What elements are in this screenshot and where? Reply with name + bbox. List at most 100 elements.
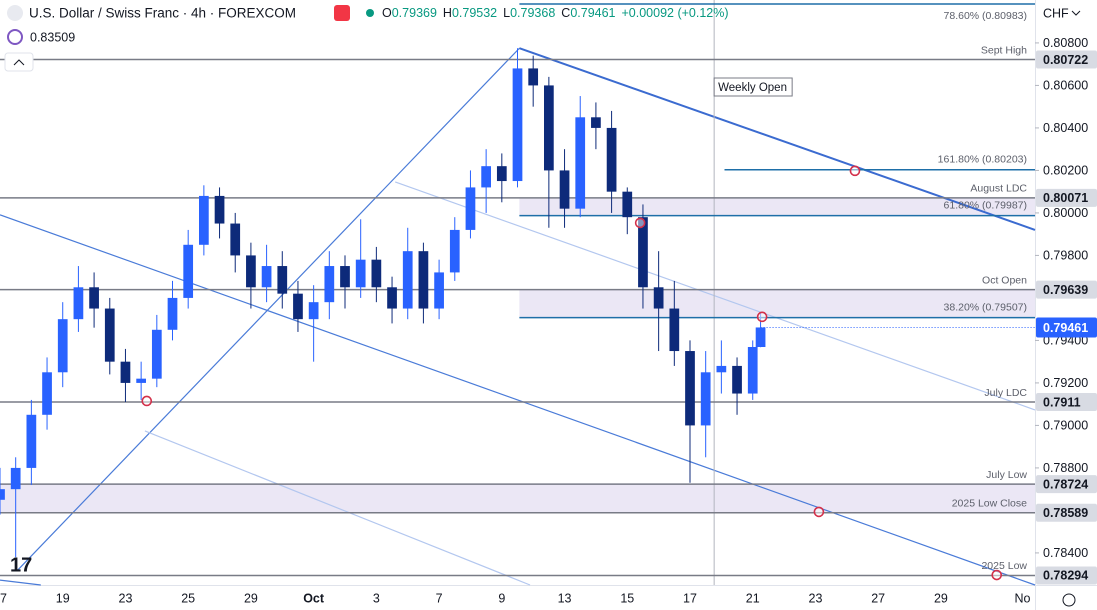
x-tick-label: 19: [56, 591, 70, 605]
level-badge-label: 0.80722: [1043, 53, 1088, 67]
currency[interactable]: CHF: [1043, 6, 1069, 20]
marker: [141, 395, 153, 407]
quote-label: L: [503, 6, 510, 20]
candle-body: [57, 319, 68, 373]
trendline: [519, 47, 1036, 231]
marker: [849, 165, 861, 177]
price-badge: [1036, 317, 1097, 338]
y-tick-label: 0.80800: [1043, 36, 1088, 50]
quote-change: +0.00092 (+0.12%): [622, 6, 729, 20]
candle-body: [104, 308, 115, 362]
candle-body: [732, 365, 742, 394]
weekly-open-box: [713, 77, 793, 97]
candle-body: [230, 223, 241, 256]
marker: [756, 311, 768, 323]
level-badge-label: 0.78724: [1043, 477, 1088, 491]
y-tick-label: 0.80000: [1043, 206, 1088, 220]
trendline: [144, 430, 531, 586]
x-tick-label: 9: [498, 591, 505, 605]
candle-body: [73, 287, 84, 320]
level-badge: [1036, 188, 1097, 207]
candle-body: [183, 244, 194, 298]
y-tick-label: 0.78800: [1043, 461, 1088, 475]
quote-value: 0.79461: [570, 6, 615, 20]
candle-body: [355, 259, 366, 288]
candle-body: [481, 166, 491, 188]
quote-label: C: [561, 6, 570, 20]
candle-body: [653, 287, 664, 309]
x-tick-label: 29: [934, 591, 948, 605]
indicator-icon: [7, 29, 23, 45]
x-tick-label: Oct: [303, 591, 325, 605]
y-tick-label: 0.80600: [1043, 79, 1088, 93]
x-tick-label: 27: [871, 591, 885, 605]
x-tick-label: 3: [373, 591, 380, 605]
level-badge: [1036, 503, 1097, 522]
market-status: [366, 9, 374, 17]
indicator-value: 0.83509: [30, 30, 75, 44]
level-badge-label: 0.80071: [1043, 191, 1088, 205]
x-tick-label: 15: [620, 591, 634, 605]
fib-label: 38.20% (0.79507): [944, 301, 1027, 313]
candle-body: [685, 351, 695, 426]
level-badge-label: 0.79639: [1043, 283, 1088, 297]
marker: [634, 217, 646, 229]
level-label: Sept High: [981, 44, 1027, 56]
candle-body: [26, 414, 37, 468]
x-tick-label: 23: [119, 591, 133, 605]
x-tick-label: 17: [0, 591, 7, 605]
collapse-button[interactable]: [4, 52, 34, 72]
candle-body: [136, 378, 146, 383]
x-tick-label: 21: [746, 591, 760, 605]
weekly-open-label: Weekly Open: [718, 82, 787, 94]
axes: 0.80800 0.80600 0.80400 0.80200 0.80000 0.798…: [0, 36, 1097, 605]
level-badge-label: 0.78589: [1043, 506, 1088, 520]
level-badge-label: 0.78294: [1043, 569, 1088, 583]
level-badge: [1036, 475, 1097, 494]
candle-body: [277, 266, 288, 294]
candle-body: [544, 85, 554, 171]
flag-icon[interactable]: [334, 5, 350, 21]
header: U.S. Dollar / Swiss Franc · 4h · FOREXCO…: [4, 5, 1081, 607]
candle-body: [261, 266, 272, 288]
candle-body: [42, 372, 52, 415]
candle-body: [293, 293, 303, 320]
level-badge: [1036, 566, 1097, 585]
level-badge-label: 0.7911: [1043, 395, 1081, 409]
candle-body: [575, 117, 586, 209]
candle-body: [120, 361, 131, 383]
candle-body: [387, 287, 397, 309]
level-label: 2025 Low: [981, 560, 1027, 572]
level-badge: [1036, 280, 1097, 299]
candle-body: [528, 68, 539, 86]
quote-value: 0.79532: [452, 6, 497, 20]
trendline: [394, 181, 1036, 411]
candle-body: [449, 229, 460, 273]
candle-body: [167, 297, 178, 330]
candle-body: [638, 217, 648, 288]
fib-label: 78.60% (0.80983): [944, 10, 1027, 22]
x-tick-label: 25: [181, 591, 195, 605]
settings-icon[interactable]: [1062, 593, 1076, 607]
candle-body: [434, 272, 444, 309]
marker: [813, 506, 825, 518]
y-tick-label: 0.78400: [1043, 546, 1088, 560]
tv-logo: 17: [10, 554, 32, 576]
x-tick-label: 23: [809, 591, 823, 605]
zone: [0, 484, 1035, 513]
symbol-icon: [7, 5, 23, 21]
x-tick-label: 13: [558, 591, 572, 605]
candle-body: [465, 187, 476, 230]
candle-body: [402, 251, 413, 309]
candle-body: [371, 259, 382, 288]
y-tick-label: 0.79000: [1043, 419, 1088, 433]
level-label: 2025 Low Close: [952, 498, 1027, 510]
candle-body: [700, 372, 711, 426]
candle-body: [151, 329, 162, 379]
candle-body: [89, 287, 99, 309]
x-tick-label: 7: [436, 591, 443, 605]
candle-body: [559, 170, 570, 209]
currency-dropdown: [1071, 10, 1081, 16]
